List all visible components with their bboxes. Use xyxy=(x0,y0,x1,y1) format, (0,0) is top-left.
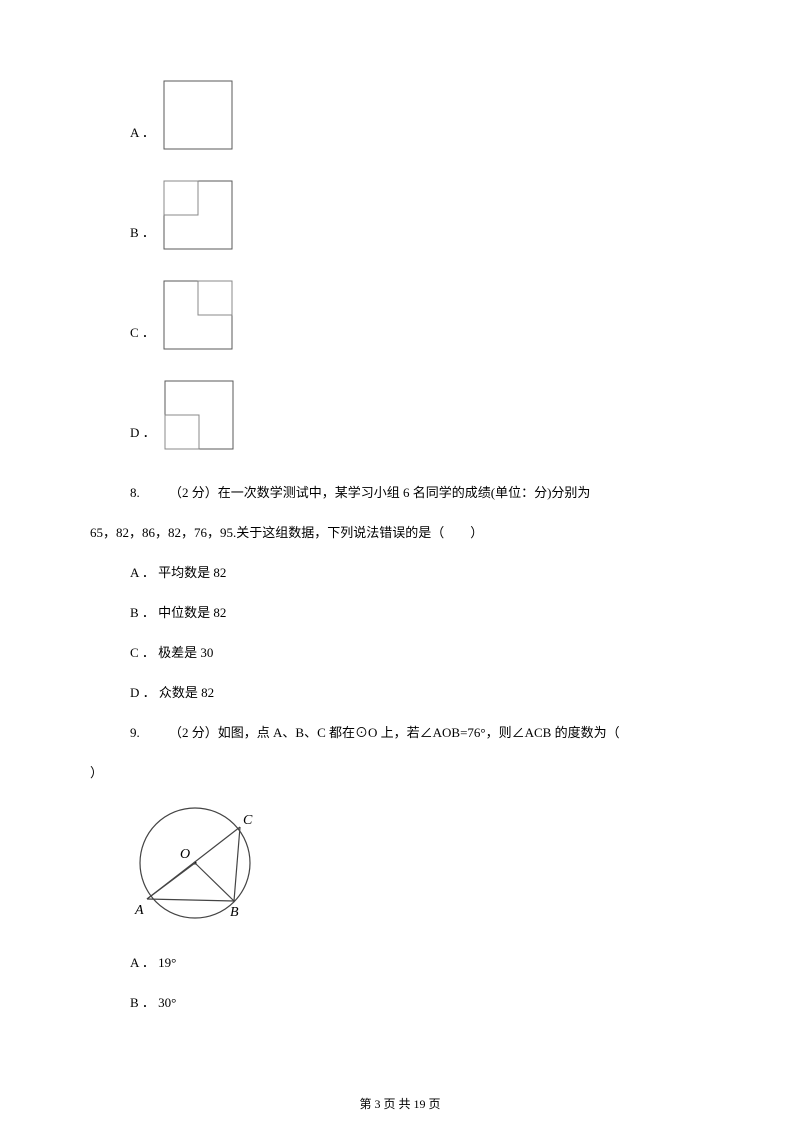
q9-stem-line2: ） xyxy=(90,760,710,786)
q8-stem-text: 在一次数学测试中，某学习小组 6 名同学的成绩(单位：分)分别为 xyxy=(218,485,591,500)
q9-number: 9. xyxy=(130,725,140,740)
label-b: B xyxy=(230,905,239,920)
square-inner-top-right-icon xyxy=(163,280,233,350)
q7-option-b: B ． xyxy=(130,180,710,250)
q8-stem-line1: 8. （2 分）在一次数学测试中，某学习小组 6 名同学的成绩(单位：分)分别为 xyxy=(130,480,710,506)
q8-points: （2 分） xyxy=(169,485,218,500)
q9-stem-text: 如图，点 A、B、C 都在⊙O 上，若∠AOB=76°，则∠ACB 的度数为（ xyxy=(218,725,620,740)
q8-stem-line2: 65，82，86，82，76，95.关于这组数据，下列说法错误的是（ ） xyxy=(90,520,710,546)
label-o: O xyxy=(180,847,190,862)
square-inner-bottom-left-icon xyxy=(164,380,234,450)
q7-option-c: C ． xyxy=(130,280,710,350)
option-letter-c: C ． xyxy=(130,320,155,350)
q8-option-a: A ． 平均数是 82 xyxy=(130,560,710,586)
q8-option-b: B ． 中位数是 82 xyxy=(130,600,710,626)
q9-figure: O A B C xyxy=(130,800,710,930)
page-content: A ． B ． C ． D ． xyxy=(0,0,800,1070)
q9-option-b: B ． 30° xyxy=(130,990,710,1016)
q9-option-a: A ． 19° xyxy=(130,950,710,976)
q9-stem-line1: 9. （2 分）如图，点 A、B、C 都在⊙O 上，若∠AOB=76°，则∠AC… xyxy=(130,720,710,746)
q9-points: （2 分） xyxy=(169,725,218,740)
page-footer: 第 3 页 共 19 页 xyxy=(0,1095,800,1112)
label-c: C xyxy=(243,813,253,828)
circle-diagram-icon: O A B C xyxy=(130,800,270,930)
square-inner-top-left-icon xyxy=(163,180,233,250)
q7-option-d: D ． xyxy=(130,380,710,450)
q7-option-a: A ． xyxy=(130,80,710,150)
q8-number: 8. xyxy=(130,485,140,500)
label-a: A xyxy=(134,903,144,918)
option-letter-a: A ． xyxy=(130,120,155,150)
option-letter-d: D ． xyxy=(130,420,156,450)
option-letter-b: B ． xyxy=(130,220,155,250)
q8-option-c: C ． 极差是 30 xyxy=(130,640,710,666)
q8-option-d: D ． 众数是 82 xyxy=(130,680,710,706)
square-empty-icon xyxy=(163,80,233,150)
